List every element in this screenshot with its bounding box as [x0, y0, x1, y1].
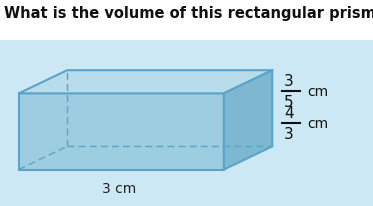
Polygon shape [224, 71, 272, 170]
Text: cm: cm [308, 117, 329, 131]
Text: 3: 3 [284, 127, 294, 142]
Text: 3 cm: 3 cm [102, 181, 137, 195]
Text: cm: cm [308, 84, 329, 98]
Polygon shape [19, 71, 272, 94]
Text: 3: 3 [284, 73, 294, 88]
Text: 5: 5 [284, 95, 294, 110]
Text: What is the volume of this rectangular prism?: What is the volume of this rectangular p… [4, 6, 373, 21]
Polygon shape [19, 94, 224, 170]
Text: 4: 4 [284, 105, 294, 120]
